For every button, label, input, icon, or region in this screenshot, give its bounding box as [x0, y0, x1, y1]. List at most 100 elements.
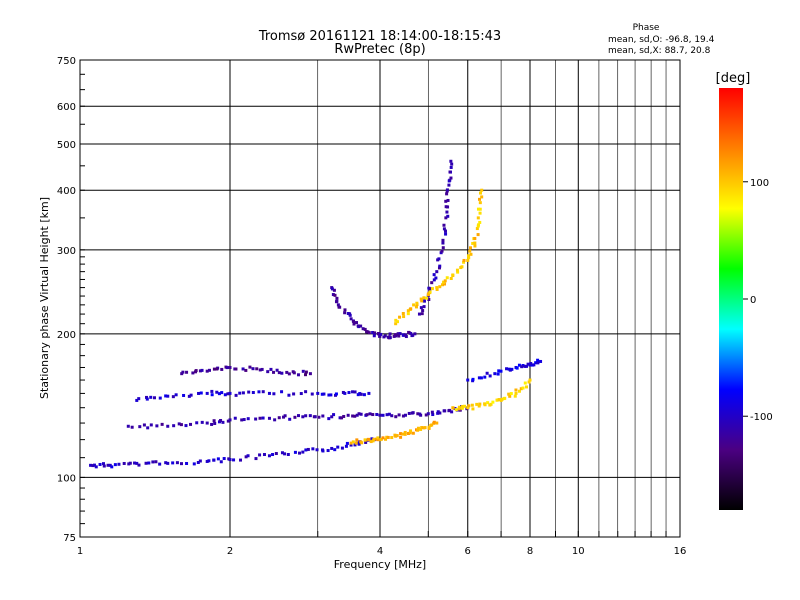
- data-point: [329, 393, 333, 397]
- data-point: [149, 395, 153, 399]
- data-point: [360, 441, 364, 445]
- data-point: [351, 414, 355, 418]
- data-point: [532, 363, 536, 367]
- data-point: [356, 393, 360, 397]
- data-point: [225, 366, 229, 370]
- data-point: [383, 334, 387, 338]
- x-tick-label: 4: [377, 546, 383, 557]
- data-point: [397, 334, 401, 338]
- data-point: [443, 282, 447, 286]
- data-point: [467, 254, 471, 258]
- data-point: [442, 227, 446, 231]
- data-point: [478, 207, 482, 211]
- data-point: [354, 441, 358, 445]
- data-point: [262, 453, 266, 457]
- data-point: [462, 258, 466, 262]
- data-point: [444, 199, 448, 203]
- data-point: [301, 369, 305, 373]
- data-point: [416, 426, 420, 430]
- data-point: [435, 421, 439, 425]
- data-point: [330, 415, 334, 419]
- data-point: [258, 368, 262, 372]
- data-point: [207, 368, 211, 372]
- data-point: [468, 249, 472, 253]
- data-point: [327, 393, 331, 397]
- data-point: [427, 297, 431, 301]
- data-point: [483, 375, 487, 379]
- data-point: [175, 461, 179, 465]
- data-point: [217, 392, 221, 396]
- data-point: [296, 373, 300, 377]
- data-point: [397, 413, 401, 417]
- data-point: [185, 370, 189, 374]
- data-point: [287, 393, 291, 397]
- data-point: [488, 374, 492, 378]
- data-point: [449, 277, 453, 281]
- data-point: [442, 280, 446, 284]
- data-point: [444, 216, 448, 220]
- data-point: [261, 416, 265, 420]
- data-point: [361, 327, 365, 331]
- data-point: [308, 372, 312, 376]
- data-point: [427, 425, 431, 429]
- data-point: [280, 371, 284, 375]
- data-point: [113, 463, 117, 467]
- data-point: [207, 459, 211, 463]
- colorbar-ticks: 100 0 -100: [743, 178, 773, 423]
- data-point: [416, 428, 420, 432]
- data-point: [479, 191, 483, 195]
- data-point: [215, 390, 219, 394]
- data-point: [334, 392, 338, 396]
- data-point: [447, 183, 451, 187]
- data-point: [394, 322, 398, 326]
- data-point: [368, 412, 372, 416]
- data-point: [340, 416, 344, 420]
- x-axis-ticks: 1 2 4 6 8 10 16: [77, 531, 686, 557]
- data-point: [366, 437, 370, 441]
- data-point: [320, 392, 324, 396]
- data-point: [122, 461, 126, 465]
- data-point: [128, 461, 132, 465]
- data-point: [440, 283, 444, 287]
- data-point: [539, 359, 543, 363]
- data-point: [359, 412, 363, 416]
- data-point: [363, 438, 367, 442]
- data-point: [510, 367, 514, 371]
- data-point: [390, 436, 394, 440]
- data-point: [287, 372, 291, 376]
- data-point: [288, 417, 292, 421]
- data-point: [282, 415, 286, 419]
- data-point: [454, 408, 458, 412]
- data-point: [372, 437, 376, 441]
- data-point: [273, 418, 277, 422]
- data-point: [431, 413, 435, 417]
- data-point: [234, 367, 238, 371]
- data-point: [110, 465, 114, 469]
- data-point: [137, 463, 141, 467]
- data-point: [212, 419, 216, 423]
- data-point: [272, 370, 276, 374]
- data-point: [194, 369, 198, 373]
- data-point: [353, 443, 357, 447]
- data-point: [321, 449, 325, 453]
- data-point: [301, 415, 305, 419]
- data-point: [216, 457, 220, 461]
- data-point: [536, 358, 540, 362]
- data-point: [446, 214, 450, 218]
- data-point: [135, 461, 139, 465]
- data-point: [396, 320, 400, 324]
- data-point: [179, 462, 183, 466]
- data-point: [219, 460, 223, 464]
- data-point: [347, 391, 351, 395]
- data-point: [529, 362, 533, 366]
- data-point: [331, 293, 335, 297]
- data-point: [419, 297, 423, 301]
- data-point: [344, 444, 348, 448]
- data-point: [181, 370, 185, 374]
- data-point: [332, 413, 336, 417]
- data-point: [213, 421, 217, 425]
- data-point: [430, 281, 434, 285]
- data-point: [220, 391, 224, 395]
- data-point: [155, 424, 159, 428]
- data-point: [478, 402, 482, 406]
